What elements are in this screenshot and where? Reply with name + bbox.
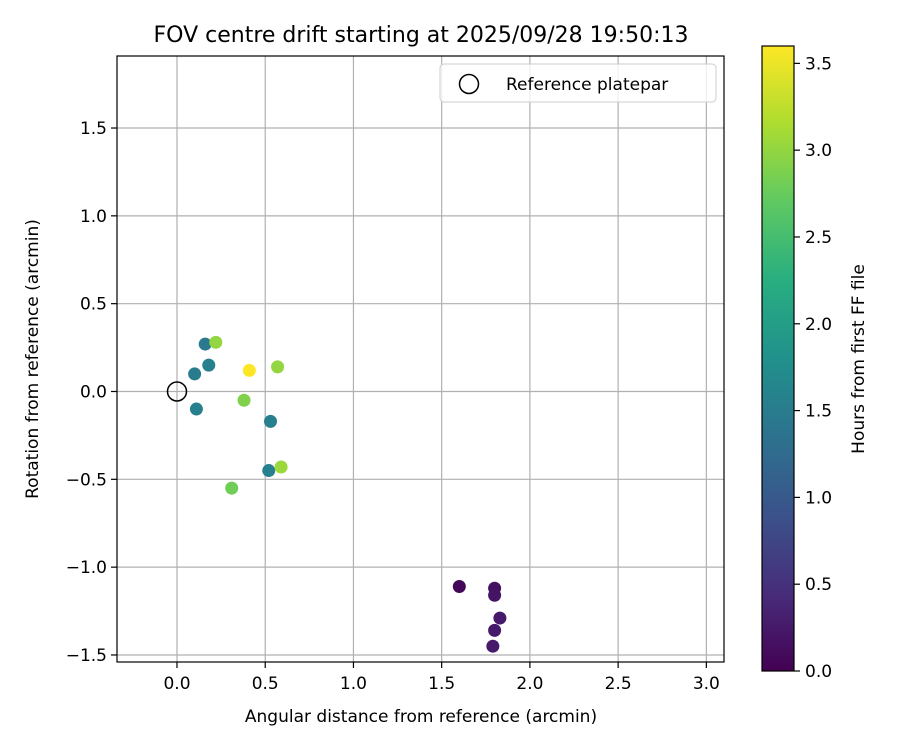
y-tick-label: 1.0 <box>80 207 107 227</box>
scatter-point <box>262 464 276 478</box>
colorbar-tick-label: 0.5 <box>805 575 832 595</box>
colorbar <box>761 45 795 672</box>
scatter-point <box>452 579 466 593</box>
legend-label: Reference platepar <box>506 75 668 95</box>
y-tick-label: −1.0 <box>66 558 107 578</box>
scatter-point <box>493 611 507 625</box>
data-points <box>188 335 507 653</box>
scatter-point <box>225 481 239 495</box>
colorbar-label: Hours from first FF file <box>849 264 869 454</box>
y-tick-label: 0.0 <box>80 382 107 402</box>
x-axis-label: Angular distance from reference (arcmin) <box>245 707 597 727</box>
x-tick-label: 0.0 <box>163 674 190 694</box>
y-tick-label: −1.5 <box>66 646 107 666</box>
scatter-point <box>242 363 256 377</box>
scatter-point <box>209 335 223 349</box>
x-tick-label: 3.0 <box>693 674 720 694</box>
y-tick-label: 0.5 <box>80 295 107 315</box>
colorbar-tick-label: 1.5 <box>805 402 832 422</box>
scatter-point <box>264 414 278 428</box>
y-axis-label: Rotation from reference (arcmin) <box>23 219 43 499</box>
reference-platepar-marker <box>166 381 188 402</box>
scatter-point <box>189 402 203 416</box>
y-tick-label: 1.5 <box>80 119 107 139</box>
plot-frame <box>116 55 725 663</box>
x-tick-label: 2.5 <box>605 674 632 694</box>
scatter-point <box>271 360 285 374</box>
grid <box>117 56 724 662</box>
scatter-point <box>202 358 216 372</box>
x-tick-label: 1.0 <box>340 674 367 694</box>
colorbar-tick-label: 1.0 <box>805 488 832 508</box>
legend-marker-icon <box>458 73 480 95</box>
y-tick-label: −0.5 <box>66 470 107 490</box>
scatter-point <box>237 393 251 407</box>
scatter-point <box>486 639 500 653</box>
legend: Reference platepar <box>439 63 717 103</box>
colorbar-tick-label: 3.0 <box>805 141 832 161</box>
scatter-point <box>488 623 502 637</box>
x-tick-label: 0.5 <box>252 674 279 694</box>
colorbar-tick-label: 3.5 <box>805 54 832 74</box>
x-axis-ticks: 0.0 0.5 1.0 1.5 2.0 2.5 3.0 <box>163 662 720 694</box>
x-tick-label: 2.0 <box>516 674 543 694</box>
colorbar-ticks: 0.0 0.5 1.0 1.5 2.0 2.5 3.0 3.5 <box>794 54 832 682</box>
colorbar-tick-label: 2.0 <box>805 315 832 335</box>
legend-box <box>439 63 717 103</box>
scatter-point <box>188 367 202 381</box>
colorbar-tick-label: 2.5 <box>805 228 832 248</box>
colorbar-tick-label: 0.0 <box>805 662 832 682</box>
scatter-point <box>488 588 502 602</box>
scatter-point <box>198 337 212 351</box>
x-tick-label: 1.5 <box>428 674 455 694</box>
y-axis-ticks: −1.5 −1.0 −0.5 0.0 0.5 1.0 1.5 <box>66 119 117 666</box>
scatter-point <box>274 460 288 474</box>
chart-title: FOV centre drift starting at 2025/09/28 … <box>154 23 689 48</box>
